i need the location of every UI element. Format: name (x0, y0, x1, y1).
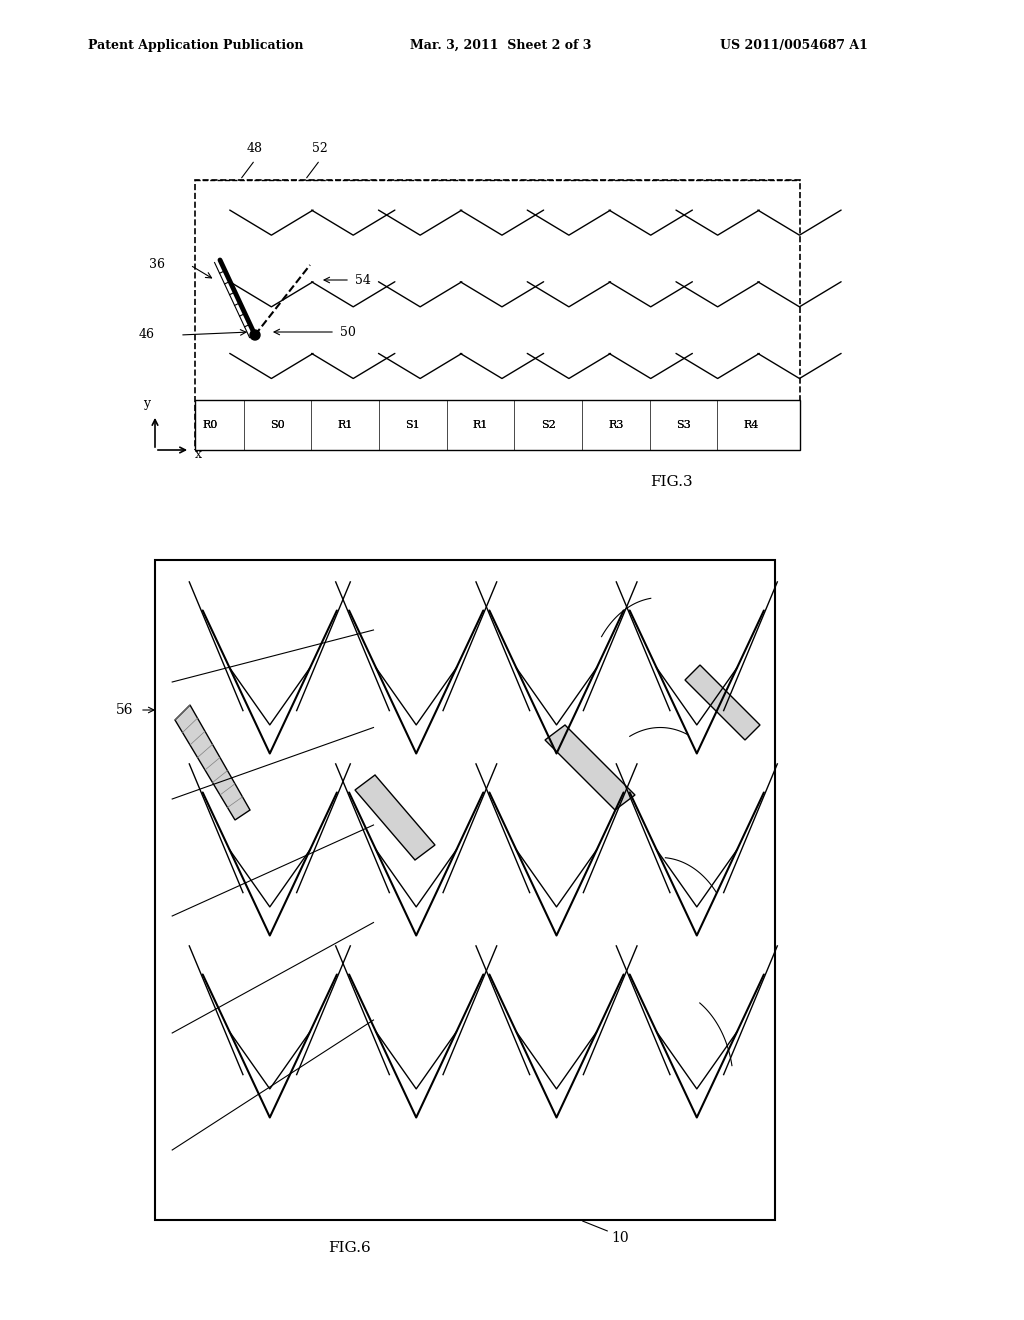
Text: 36: 36 (150, 259, 165, 272)
Text: US 2011/0054687 A1: US 2011/0054687 A1 (720, 38, 868, 51)
Text: S2: S2 (541, 420, 556, 430)
Text: R3: R3 (608, 420, 624, 430)
Text: 50: 50 (340, 326, 356, 338)
Text: Patent Application Publication: Patent Application Publication (88, 38, 303, 51)
Text: R1: R1 (473, 420, 488, 430)
Text: S1: S1 (406, 420, 420, 430)
Text: 54: 54 (355, 273, 371, 286)
Text: R1: R1 (338, 420, 353, 430)
Text: 52: 52 (312, 143, 328, 154)
Polygon shape (685, 665, 760, 741)
Text: R1: R1 (338, 420, 353, 430)
Text: 46: 46 (139, 329, 155, 342)
Bar (195, 400, 800, 450)
Text: y: y (143, 397, 151, 411)
Text: S2: S2 (541, 420, 556, 430)
Text: R4: R4 (743, 420, 759, 430)
Text: R4: R4 (743, 420, 759, 430)
Text: S3: S3 (676, 420, 691, 430)
Text: x: x (195, 449, 202, 462)
Text: Mar. 3, 2011  Sheet 2 of 3: Mar. 3, 2011 Sheet 2 of 3 (410, 38, 592, 51)
Text: R3: R3 (608, 420, 624, 430)
Text: R0: R0 (203, 420, 218, 430)
Text: 10: 10 (611, 1232, 629, 1245)
Bar (195, 180, 800, 450)
Text: FIG.3: FIG.3 (650, 475, 692, 488)
Polygon shape (355, 775, 435, 861)
Polygon shape (545, 725, 635, 810)
Text: S3: S3 (676, 420, 691, 430)
Text: 56: 56 (117, 704, 134, 717)
Text: 48: 48 (247, 143, 263, 154)
Text: S0: S0 (270, 420, 285, 430)
Text: S0: S0 (270, 420, 285, 430)
Text: R0: R0 (203, 420, 218, 430)
Polygon shape (175, 705, 250, 820)
Circle shape (250, 330, 260, 341)
Text: S1: S1 (406, 420, 420, 430)
Text: FIG.6: FIG.6 (329, 1241, 372, 1255)
Bar (155, 560, 775, 1220)
Text: R1: R1 (473, 420, 488, 430)
